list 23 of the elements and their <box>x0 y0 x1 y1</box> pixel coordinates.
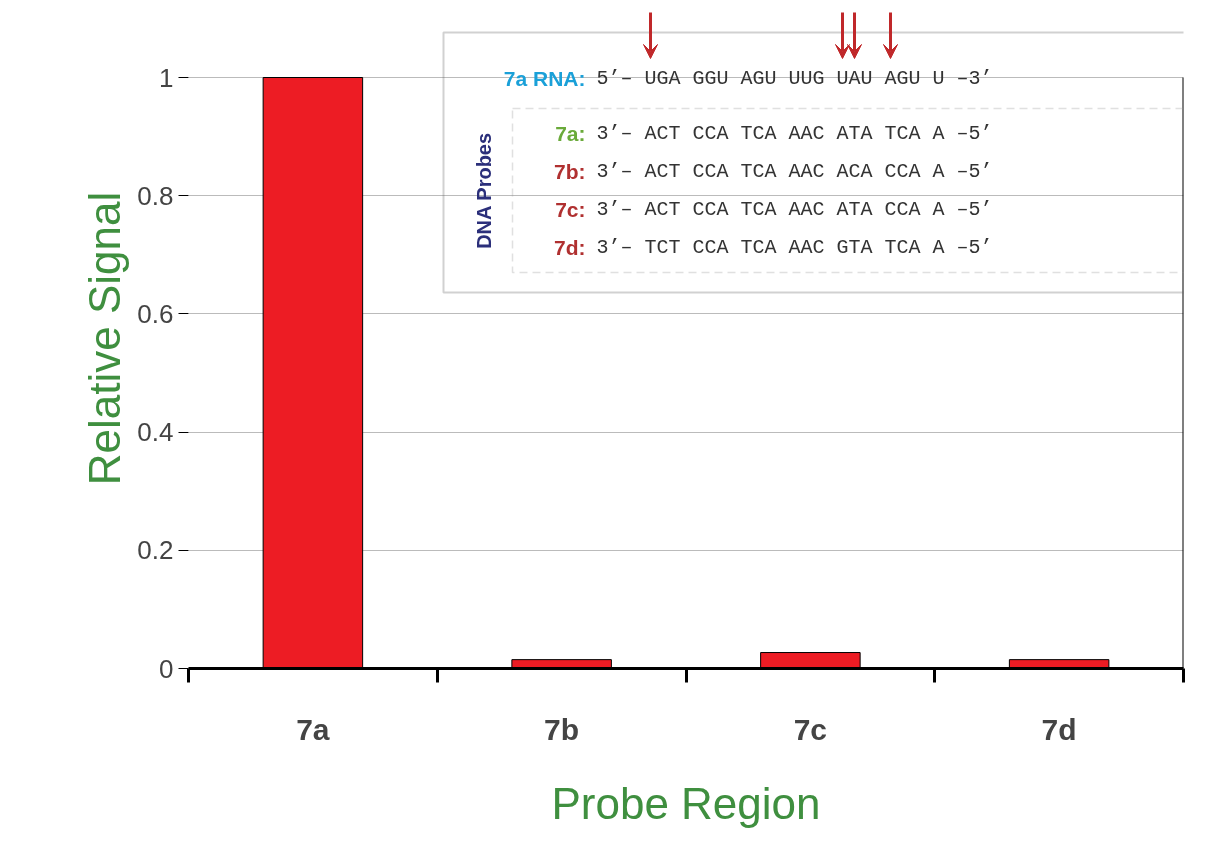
y-tick-label: 0.8 <box>137 180 174 211</box>
x-tick-label: 7c <box>793 712 828 746</box>
annotation: 3’– ACT CCA TCA AAC ACA CCA A –5’ <box>596 160 993 183</box>
y-tick-label: 1 <box>159 62 174 93</box>
annotation: 7c: <box>555 198 586 221</box>
annotation: 3’– ACT CCA TCA AAC ATA CCA A –5’ <box>596 198 993 221</box>
y-tick-label: 0.4 <box>137 417 174 448</box>
annotation: 7d: <box>554 236 586 259</box>
y-tick-label: 0.6 <box>137 298 174 329</box>
annotation: 7a RNA: <box>503 67 586 90</box>
annotation: 7a: <box>555 122 586 145</box>
annotation: 3’– TCT CCA TCA AAC GTA TCA A –5’ <box>596 236 993 259</box>
annotation: DNA Probes <box>472 132 495 249</box>
y-tick-label: 0 <box>159 653 174 684</box>
annotation: 5’– UGA GGU AGU UUG UAU AGU U –3’ <box>596 67 993 90</box>
x-tick-label: 7d <box>1041 712 1077 746</box>
y-tick-label: 0.2 <box>137 535 174 566</box>
annotation: 3’– ACT CCA TCA AAC ATA TCA A –5’ <box>596 122 993 145</box>
x-tick-label: 7b <box>544 712 580 746</box>
x-tick-label: 7a <box>296 712 330 746</box>
annotation: 7b: <box>554 160 586 183</box>
x-axis-title: Probe Region <box>551 778 821 828</box>
y-axis-title: Relative Signal <box>80 191 130 486</box>
